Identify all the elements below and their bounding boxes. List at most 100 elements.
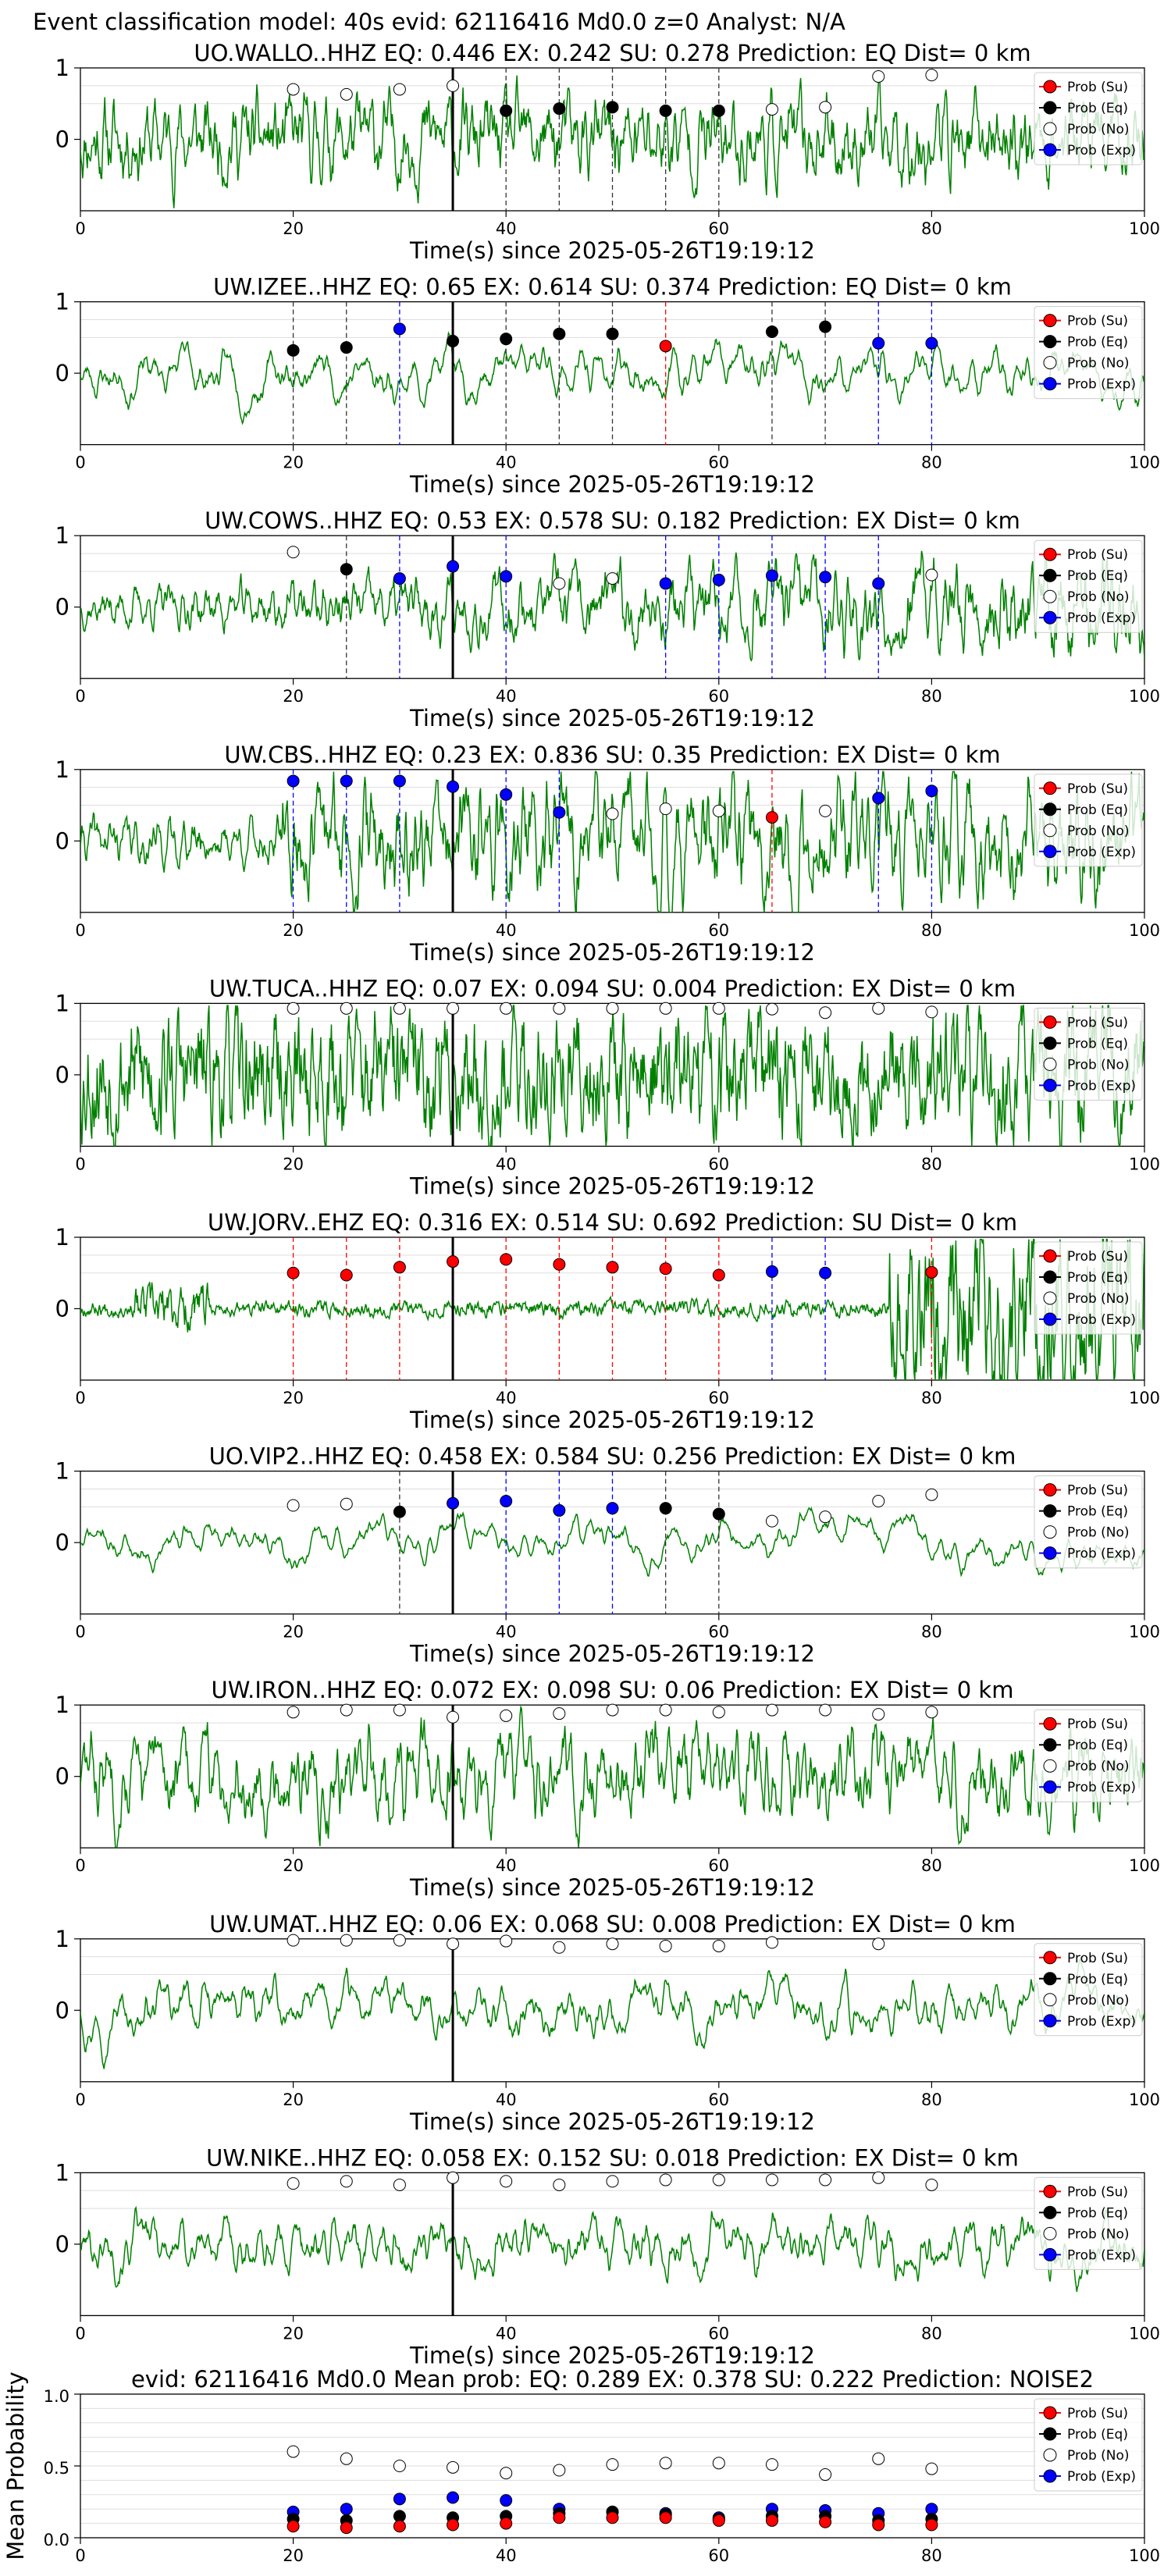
- station-panel-5-xtick-label: 60: [708, 1155, 729, 1173]
- station-panel-4-prob-marker-no: [819, 804, 832, 817]
- mean-marker-su: [712, 2514, 725, 2527]
- station-panel-9-legend-label-eq: Prob (Eq): [1067, 1972, 1128, 1987]
- mean-marker-su: [925, 2518, 938, 2532]
- mean-panel-legend-label-no: Prob (No): [1067, 2448, 1130, 2464]
- station-panel-9-prob-marker-no: [712, 1939, 725, 1952]
- station-panel-1-prob-marker-eq: [712, 104, 725, 117]
- mean-panel-legend-marker-eq: [1043, 2427, 1057, 2441]
- station-panel-7-prob-marker-eq: [659, 1502, 672, 1515]
- station-panel-4-prob-marker-no: [606, 807, 619, 820]
- station-panel-10-xtick-label: 40: [496, 2324, 517, 2343]
- mean-marker-exp: [340, 2503, 353, 2516]
- station-panel-5-xtick-label: 20: [283, 1155, 304, 1173]
- mean-marker-su: [287, 2520, 300, 2533]
- station-panel-1-xlabel: Time(s) since 2025-05-26T19:19:12: [409, 237, 815, 264]
- station-panel-5-legend-label-no: Prob (No): [1067, 1057, 1130, 1073]
- station-panel-8-xlabel: Time(s) since 2025-05-26T19:19:12: [409, 1874, 815, 1901]
- station-panel-9: 0 20 40 60 80 100 0 1 UW.UMAT..HHZ EQ: 0.06 EX: …: [55, 1911, 1161, 2135]
- station-panel-7-xtick-label: 40: [496, 1623, 517, 1642]
- station-panel-5-legend-marker-eq: [1043, 1036, 1057, 1050]
- mean-panel-legend-box: [1034, 2398, 1143, 2492]
- station-panel-1-xtick-label: 20: [283, 219, 304, 238]
- station-panel-4-legend-label-su: Prob (Su): [1067, 781, 1128, 797]
- station-panel-3-legend-marker-exp: [1043, 610, 1057, 624]
- station-panel-6-prob-marker-su: [606, 1261, 619, 1274]
- mean-marker-su: [659, 2511, 672, 2524]
- station-panel-9-prob-marker-no: [553, 1941, 566, 1954]
- station-panel-3-prob-marker-exp: [659, 577, 672, 590]
- station-panel-1-xtick-label: 60: [708, 219, 729, 238]
- mean-marker-no: [765, 2458, 778, 2471]
- station-panel-4-legend-marker-su: [1043, 781, 1057, 795]
- station-panel-10-prob-marker-no: [500, 2175, 513, 2188]
- station-panel-4-xtick-label: 20: [283, 921, 304, 940]
- station-panel-7-xlabel: Time(s) since 2025-05-26T19:19:12: [409, 1641, 815, 1667]
- station-panel-3-prob-marker-exp: [765, 569, 778, 582]
- station-panel-1-prob-marker-no: [819, 101, 832, 114]
- mean-panel-legend-label-su: Prob (Su): [1067, 2406, 1128, 2421]
- station-panel-2-xtick-label: 0: [75, 454, 85, 472]
- station-panel-4-xtick-label: 0: [75, 921, 85, 940]
- station-panel-6-xtick-label: 20: [283, 1389, 304, 1407]
- station-panel-7-prob-marker-no: [287, 1499, 300, 1512]
- station-panel-7-prob-marker-no: [925, 1488, 938, 1501]
- station-panel-2-prob-marker-eq: [340, 341, 353, 354]
- mean-marker-no: [659, 2457, 672, 2470]
- station-panel-8-xtick-label: 60: [708, 1856, 729, 1875]
- station-panel-10-prob-marker-no: [819, 2173, 832, 2186]
- station-panel-4-xtick-label: 40: [496, 921, 517, 940]
- station-panel-6-xtick-label: 80: [921, 1389, 942, 1407]
- station-panel-9-prob-marker-no: [447, 1937, 460, 1951]
- station-panel-9-legend-label-su: Prob (Su): [1067, 1951, 1128, 1966]
- station-panel-1-legend-label-exp: Prob (Exp): [1067, 143, 1136, 158]
- mean-panel-legend-marker-su: [1043, 2406, 1057, 2420]
- station-panel-10-xlabel: Time(s) since 2025-05-26T19:19:12: [409, 2342, 815, 2368]
- station-panel-9-xtick-label: 0: [75, 2090, 85, 2109]
- station-panel-1-xtick-label: 100: [1129, 219, 1160, 238]
- station-panel-9-legend-label-no: Prob (No): [1067, 1993, 1130, 2008]
- station-panel-3-title: UW.COWS..HHZ EQ: 0.53 EX: 0.578 SU: 0.18…: [205, 507, 1020, 534]
- mean-panel: 0 20 40 60 80 100 0.0 0.5 1.0 evid: 62116416 Md0.…: [2, 2366, 1160, 2565]
- station-panel-9-prob-marker-no: [287, 1934, 300, 1947]
- mean-panel-ytick-label: 0.0: [44, 2531, 69, 2549]
- station-panel-5: 0 20 40 60 80 100 0 1 UW.TUCA..HHZ EQ: 0.07 EX: …: [55, 975, 1161, 1199]
- station-panel-9-xlabel: Time(s) since 2025-05-26T19:19:12: [409, 2108, 815, 2135]
- station-panel-1-prob-marker-no: [340, 87, 353, 101]
- station-panel-3-prob-marker-exp: [872, 577, 885, 590]
- station-panel-3-waveform: [80, 550, 1144, 662]
- station-panel-2-legend-marker-su: [1043, 314, 1057, 328]
- station-panel-1-prob-marker-eq: [553, 102, 566, 116]
- station-panel-3-xtick-label: 60: [708, 687, 729, 706]
- station-panel-2-legend-box: [1034, 306, 1143, 400]
- station-panel-3-legend-box: [1034, 539, 1143, 633]
- station-panel-8-legend-label-exp: Prob (Exp): [1067, 1780, 1136, 1795]
- station-panel-7-prob-marker-no: [765, 1514, 778, 1528]
- station-panel-3-prob-marker-exp: [500, 570, 513, 583]
- station-panel-4-prob-marker-no: [659, 802, 672, 816]
- station-panel-6-prob-marker-su: [500, 1253, 513, 1266]
- station-panel-8-prob-marker-no: [819, 1703, 832, 1717]
- station-panel-3-xtick-label: 20: [283, 687, 304, 706]
- station-panel-2-legend-label-su: Prob (Su): [1067, 314, 1128, 329]
- station-panel-7-prob-marker-no: [872, 1495, 885, 1508]
- station-panel-10-prob-marker-no: [393, 2178, 406, 2191]
- station-panel-7-legend-marker-eq: [1043, 1504, 1057, 1518]
- station-panel-3-prob-marker-exp: [447, 560, 460, 573]
- station-panel-10-xtick-label: 0: [75, 2324, 85, 2343]
- station-panel-3-prob-marker-exp: [712, 573, 725, 586]
- station-panel-4-prob-marker-no: [712, 804, 725, 817]
- station-panel-8-prob-marker-no: [872, 1708, 885, 1721]
- station-panel-3-prob-marker-eq: [340, 563, 353, 576]
- station-panel-2-legend-marker-exp: [1043, 377, 1057, 391]
- station-panel-6-xtick-label: 0: [75, 1389, 85, 1407]
- mean-marker-no: [447, 2460, 460, 2474]
- station-panel-6-legend-label-su: Prob (Su): [1067, 1249, 1128, 1265]
- station-panel-10-prob-marker-no: [287, 2177, 300, 2190]
- station-panel-5-prob-marker-no: [553, 1002, 566, 1015]
- station-panel-9-xtick-label: 40: [496, 2090, 517, 2109]
- station-panel-10-legend-label-no: Prob (No): [1067, 2226, 1130, 2242]
- mean-marker-no: [393, 2460, 406, 2472]
- mean-marker-exp: [447, 2491, 460, 2504]
